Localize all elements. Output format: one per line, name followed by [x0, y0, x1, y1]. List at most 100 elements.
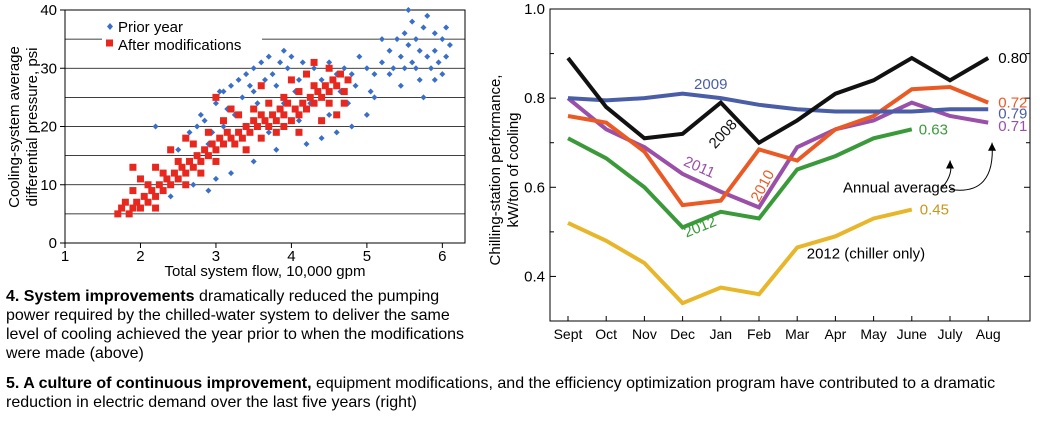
scatter-point-after-modifications: [174, 157, 182, 165]
scatter-point-prior-year: [311, 65, 318, 72]
scatter-point-prior-year: [435, 59, 442, 66]
line-x-tick-label: June: [897, 326, 928, 342]
scatter-point-prior-year: [409, 59, 416, 66]
scatter-point-prior-year: [235, 76, 242, 83]
line-x-tick-label: Sept: [554, 326, 583, 342]
scatter-point-prior-year: [356, 53, 363, 60]
line-series-2011: [566, 96, 989, 210]
scatter-point-prior-year: [378, 59, 385, 66]
scatter-point-prior-year: [367, 88, 374, 95]
scatter-point-after-modifications: [280, 93, 288, 101]
scatter-point-prior-year: [265, 53, 272, 60]
scatter-x-tick-label: 4: [287, 248, 295, 265]
scatter-point-prior-year: [250, 65, 257, 72]
scatter-point-after-modifications: [272, 117, 280, 125]
scatter-point-prior-year: [378, 36, 385, 43]
scatter-point-after-modifications: [212, 93, 220, 101]
scatter-point-prior-year: [412, 65, 419, 72]
label-2008: 2008: [706, 116, 741, 152]
scatter-point-after-modifications: [333, 82, 341, 90]
line-y-tick-label: 1.0: [524, 1, 545, 18]
scatter-point-after-modifications: [133, 198, 141, 206]
line-series: [566, 55, 990, 306]
scatter-point-after-modifications: [170, 169, 178, 177]
scatter-point-prior-year: [443, 53, 450, 60]
scatter-y-tick-label: 30: [40, 60, 57, 77]
scatter-x-tick-label: 3: [212, 248, 220, 265]
scatter-point-after-modifications: [197, 157, 205, 165]
scatter-point-after-modifications: [201, 146, 209, 154]
scatter-point-after-modifications: [152, 204, 160, 212]
figure-4-caption-text: dramatically reduced the pumping power r…: [6, 288, 465, 362]
scatter-point-prior-year: [295, 117, 302, 124]
scatter-point-after-modifications: [291, 105, 299, 113]
scatter-point-after-modifications: [336, 70, 344, 78]
legend-label-after-modifications: After modifications: [118, 37, 241, 54]
end-value-2012-chiller: 0.45: [920, 202, 949, 219]
scatter-point-after-modifications: [303, 105, 311, 113]
scatter-point-after-modifications: [261, 117, 269, 125]
scatter-point-prior-year: [446, 41, 453, 48]
scatter-y-axis-label-line2: differential pressure, psi: [24, 48, 41, 207]
scatter-point-after-modifications: [250, 117, 258, 125]
scatter-point-after-modifications: [329, 76, 337, 84]
scatter-point-prior-year: [371, 94, 378, 101]
scatter-point-after-modifications: [310, 99, 318, 107]
end-value-2010: 0.72: [998, 95, 1027, 112]
scatter-point-after-modifications: [238, 134, 246, 142]
scatter-point-prior-year: [228, 82, 235, 89]
line-x-tick-label: May: [860, 326, 886, 342]
annotation-annual-averages: Annual averages: [843, 179, 956, 196]
figure-5-caption-text: equipment modifications, and the efficie…: [6, 375, 996, 411]
scatter-point-after-modifications: [182, 181, 190, 189]
line-x-tick-label: Mar: [785, 326, 809, 342]
scatter-x-tick-label: 5: [363, 248, 371, 265]
scatter-point-prior-year: [197, 111, 204, 118]
scatter-point-after-modifications: [159, 187, 167, 195]
scatter-point-prior-year: [428, 65, 435, 72]
line-chart: 0.4 0.6 0.8 1.0 Sept Oct Nov Dec Jan Feb Mar Apr May…: [487, 1, 1031, 342]
scatter-point-after-modifications: [272, 128, 280, 136]
scatter-point-after-modifications: [129, 163, 137, 171]
scatter-point-prior-year: [386, 47, 393, 54]
scatter-point-after-modifications: [325, 88, 333, 96]
annual-averages-arrowhead-left: [946, 160, 954, 169]
scatter-point-after-modifications: [129, 187, 137, 195]
label-2009: 2009: [694, 76, 727, 93]
line-series-2010: [567, 84, 989, 208]
scatter-y-tick-label: 0: [49, 235, 57, 252]
scatter-point-after-modifications: [159, 169, 167, 177]
line-x-tick-label: Nov: [632, 326, 657, 342]
scatter-point-after-modifications: [310, 58, 318, 66]
scatter-point-after-modifications: [314, 88, 322, 96]
scatter-point-prior-year: [416, 47, 423, 54]
scatter-points: [114, 7, 453, 218]
scatter-point-after-modifications: [227, 134, 235, 142]
scatter-point-prior-year: [201, 117, 208, 124]
scatter-point-prior-year: [439, 71, 446, 78]
scatter-point-after-modifications: [284, 99, 292, 107]
scatter-point-after-modifications: [193, 152, 201, 160]
scatter-point-after-modifications: [295, 111, 303, 119]
scatter-point-after-modifications: [186, 157, 194, 165]
scatter-point-prior-year: [216, 88, 223, 95]
scatter-point-after-modifications: [265, 99, 273, 107]
scatter-point-prior-year: [371, 71, 378, 78]
scatter-point-after-modifications: [321, 82, 329, 90]
scatter-point-prior-year: [363, 111, 370, 118]
scatter-point-prior-year: [397, 53, 404, 60]
scatter-point-prior-year: [318, 76, 325, 83]
scatter-point-after-modifications: [303, 70, 311, 78]
scatter-legend: Prior year After modifications: [102, 19, 262, 55]
scatter-point-after-modifications: [231, 140, 239, 148]
scatter-point-prior-year: [439, 36, 446, 43]
line-ticks: 0.4 0.6 0.8 1.0 Sept Oct Nov Dec Jan Feb Mar Apr May…: [524, 1, 1030, 342]
scatter-point-prior-year: [326, 59, 333, 66]
end-value-2008: 0.80: [998, 50, 1027, 67]
scatter-point-prior-year: [318, 135, 325, 142]
scatter-point-prior-year: [424, 53, 431, 60]
scatter-point-prior-year: [167, 193, 174, 200]
scatter-point-prior-year: [269, 71, 276, 78]
scatter-point-after-modifications: [253, 123, 261, 130]
scatter-point-after-modifications: [216, 134, 224, 142]
